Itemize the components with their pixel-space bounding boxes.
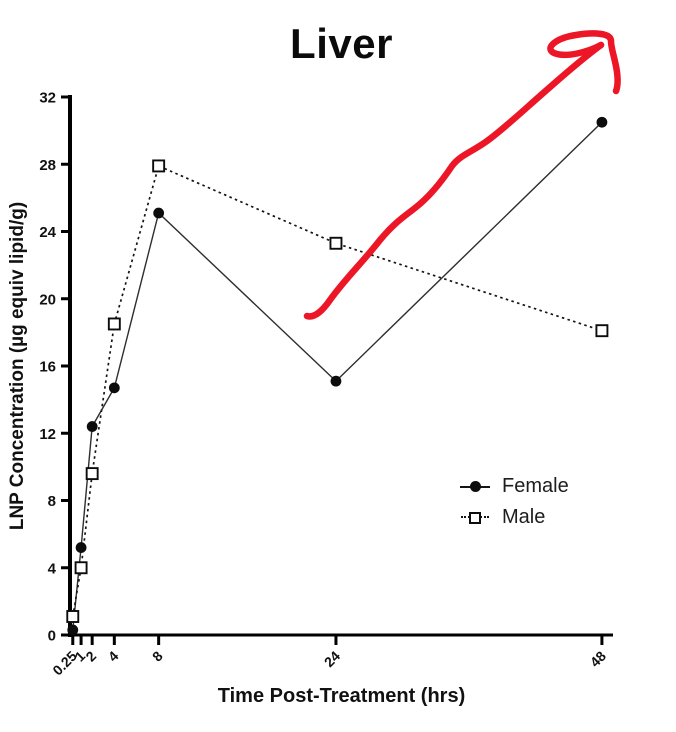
male-data-point bbox=[152, 159, 166, 173]
male-series-line bbox=[71, 164, 603, 617]
legend-item-male: Male bbox=[459, 502, 569, 533]
y-tick-label: 8 bbox=[48, 493, 56, 510]
legend-label-male: Male bbox=[502, 506, 546, 528]
red-arrow-head bbox=[547, 30, 621, 95]
y-tick-label: 16 bbox=[39, 359, 56, 376]
y-tick-label: 20 bbox=[39, 291, 56, 308]
male-data-point bbox=[107, 317, 121, 331]
red-arrow-shaft bbox=[303, 41, 605, 320]
legend-item-female: Female bbox=[459, 471, 569, 502]
y-tick-label: 32 bbox=[39, 90, 56, 107]
x-tick-label: 48 bbox=[587, 648, 609, 670]
x-tick-label: 8 bbox=[149, 648, 166, 665]
legend: Female Male bbox=[459, 471, 569, 533]
y-tick-label: 24 bbox=[39, 224, 56, 241]
y-tick-label: 28 bbox=[39, 157, 56, 174]
x-tick-label: 24 bbox=[321, 648, 343, 670]
male-data-point bbox=[595, 324, 609, 338]
filled-circle-icon bbox=[469, 481, 481, 492]
female-data-point bbox=[75, 542, 87, 553]
male-data-point bbox=[85, 467, 99, 481]
y-tick-label: 12 bbox=[39, 426, 56, 443]
female-data-point bbox=[330, 375, 342, 387]
x-axis-label: Time Post-Treatment (hrs) bbox=[217, 685, 466, 707]
male-data-point bbox=[329, 236, 343, 250]
open-square-icon bbox=[469, 511, 481, 524]
female-data-point bbox=[67, 624, 79, 636]
female-data-point bbox=[153, 207, 165, 219]
legend-label-female: Female bbox=[502, 475, 569, 497]
y-tick-label: 0 bbox=[48, 628, 56, 645]
female-data-point bbox=[86, 421, 98, 432]
x-tick-label: 4 bbox=[105, 648, 122, 665]
female-data-point bbox=[108, 382, 120, 394]
y-tick-label: 4 bbox=[48, 560, 57, 577]
male-data-point bbox=[74, 561, 88, 575]
chart-title: Liver bbox=[290, 20, 393, 67]
female-data-point bbox=[596, 116, 608, 128]
female-marker-icon bbox=[459, 480, 491, 494]
male-data-point bbox=[66, 610, 80, 623]
male-marker-icon bbox=[459, 511, 491, 525]
